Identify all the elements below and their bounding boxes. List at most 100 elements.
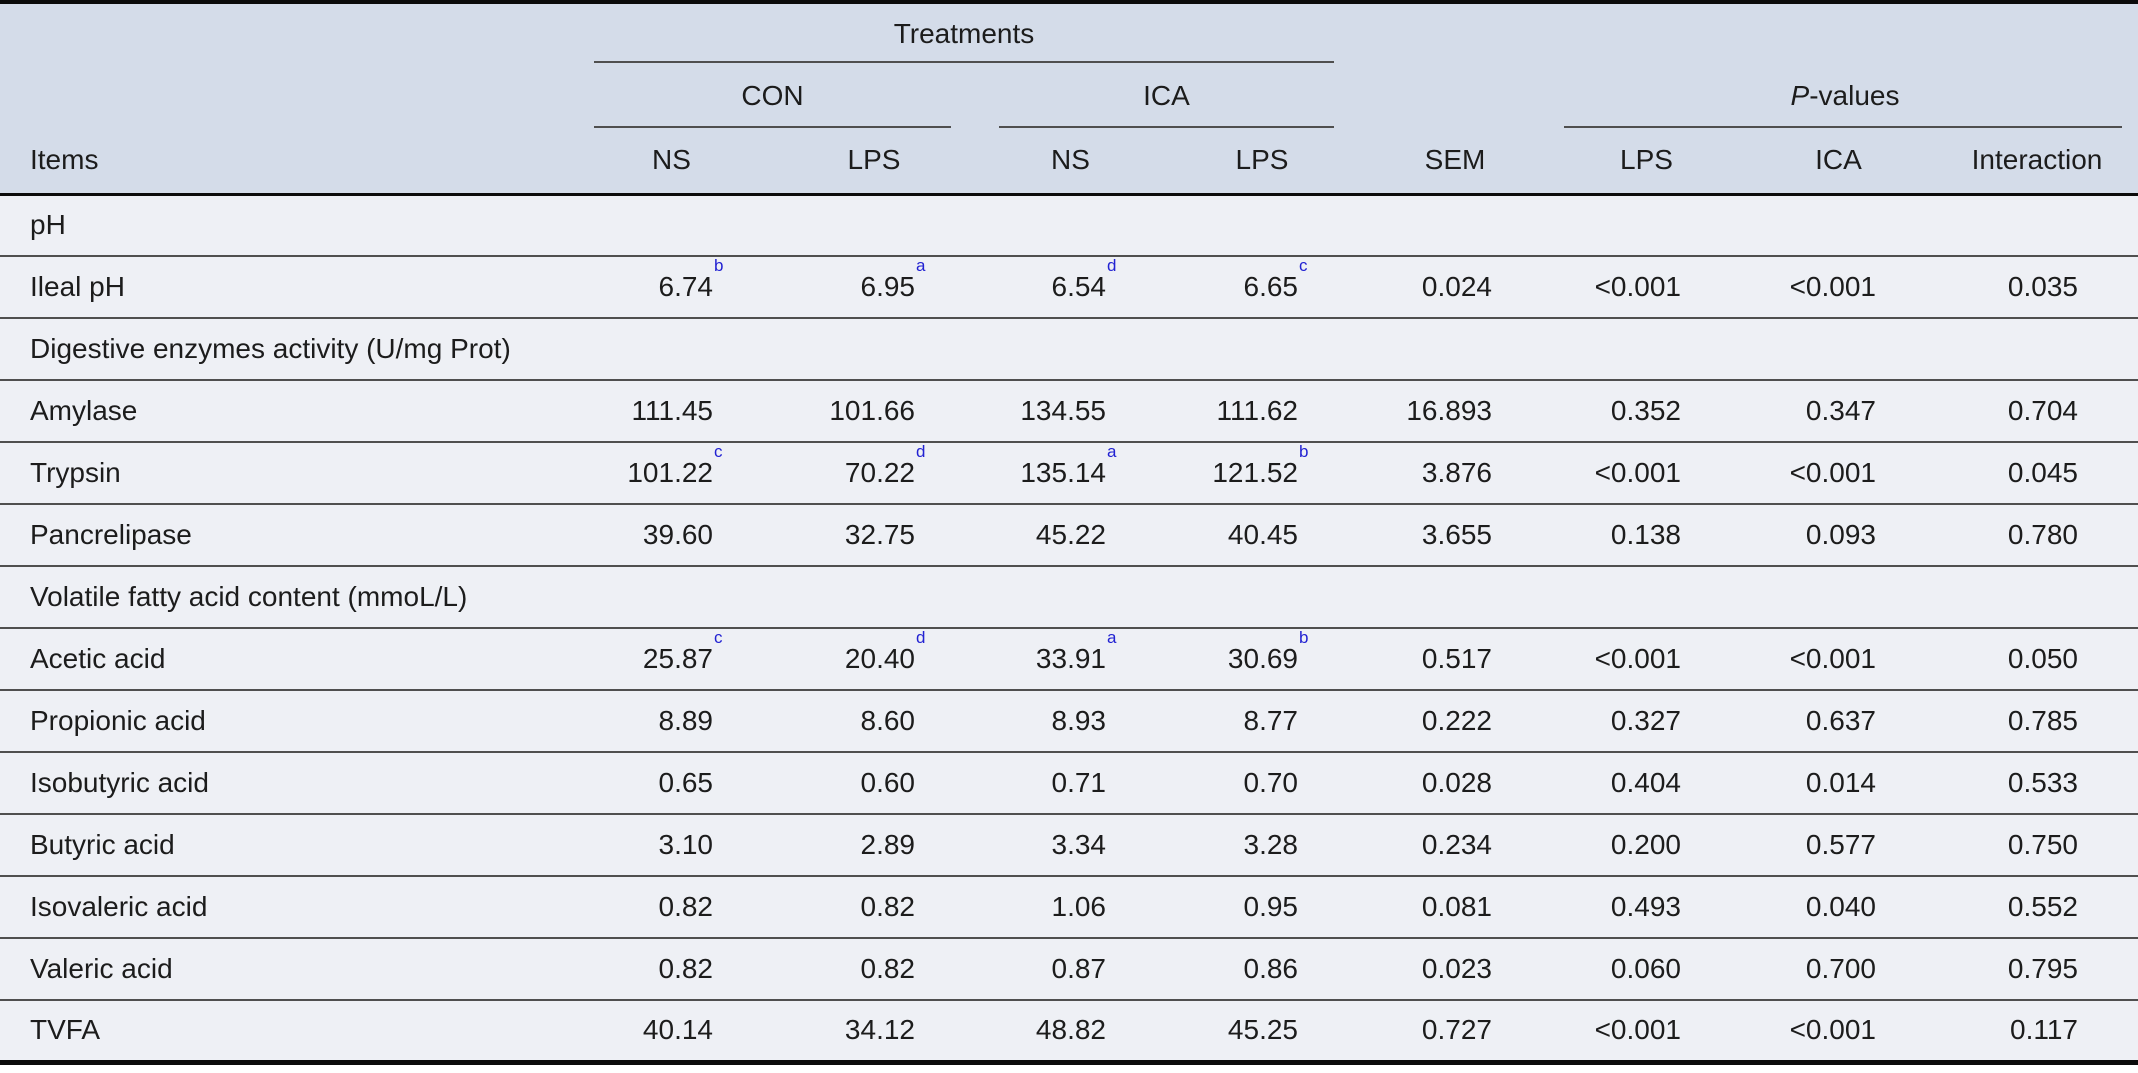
significance-superscript: b	[1299, 628, 1309, 647]
pvalues-spanner: P-values	[1552, 63, 2138, 128]
value-cell: 0.138	[1552, 503, 1741, 566]
value-cell: 6.74 b	[570, 255, 773, 318]
value-text: 0.347	[1805, 395, 1876, 426]
significance-superscript: a	[1107, 442, 1117, 461]
value-cell: 0.60	[773, 751, 975, 814]
value-cell: 0.71	[975, 751, 1166, 814]
significance-superscript: c	[714, 628, 723, 647]
significance-superscript: a	[916, 256, 926, 275]
header-row-treatments: Treatments	[0, 2, 2138, 63]
value-cell: 0.552	[1936, 875, 2138, 938]
significance-superscript: d	[916, 628, 926, 647]
value-cell: 45.25	[1166, 999, 1358, 1065]
value-text: 0.028	[1421, 767, 1492, 798]
value-cell: 0.750	[1936, 813, 2138, 876]
value-text: 0.234	[1421, 829, 1492, 860]
table-row: TVFA 40.14 34.12 48.82 45.25 0.727 <0.001 <0.00…	[0, 999, 2138, 1065]
header-spacer	[1358, 63, 1552, 128]
value-text: 8.93	[1051, 705, 1107, 736]
value-text: 0.081	[1421, 891, 1492, 922]
value-text: 8.60	[860, 705, 916, 736]
value-cell: 8.93	[975, 689, 1166, 752]
value-cell: 0.86	[1166, 937, 1358, 1000]
value-text: <0.001	[1789, 457, 1876, 488]
column-header-sem: SEM	[1358, 128, 1552, 196]
value-cell: 3.10	[570, 813, 773, 876]
value-cell: 0.704	[1936, 379, 2138, 442]
value-cell: 0.404	[1552, 751, 1741, 814]
value-cell: <0.001	[1741, 255, 1936, 318]
value-text: 111.62	[1216, 395, 1298, 426]
value-text: 101.66	[829, 395, 915, 426]
value-text: 0.035	[2007, 271, 2078, 302]
value-text: <0.001	[1594, 643, 1681, 674]
con-label: CON	[741, 79, 804, 111]
table-row: Propionic acid 8.89 8.60 8.93 8.77 0.222 0.327…	[0, 689, 2138, 752]
value-cell: 16.893	[1358, 379, 1552, 442]
value-text: 3.876	[1421, 457, 1492, 488]
value-text: 0.352	[1610, 395, 1681, 426]
value-cell: <0.001	[1552, 255, 1741, 318]
value-text: 0.552	[2007, 891, 2078, 922]
value-cell: 0.028	[1358, 751, 1552, 814]
value-text: 0.327	[1610, 705, 1681, 736]
value-cell: 70.22 d	[773, 441, 975, 504]
table-row: Pancrelipase 39.60 32.75 45.22 40.45 3.655 0.1…	[0, 503, 2138, 566]
header-spacer	[1552, 2, 2138, 63]
section-label: Volatile fatty acid content (mmoL/L)	[0, 565, 2138, 628]
table-row: Isobutyric acid 0.65 0.60 0.71 0.70 0.028 0.40…	[0, 751, 2138, 814]
table-row: Butyric acid 3.10 2.89 3.34 3.28 0.234 0.200 0.…	[0, 813, 2138, 876]
value-text: 0.637	[1805, 705, 1876, 736]
value-text: 0.404	[1610, 767, 1681, 798]
significance-superscript: b	[1299, 442, 1309, 461]
table-row: Trypsin 101.22 c 70.22 d 135.14 a 121.52 b 3.876 <…	[0, 441, 2138, 504]
value-text: 6.54 d	[1051, 256, 1117, 302]
value-text: 134.55	[1020, 395, 1106, 426]
row-label: Amylase	[0, 379, 570, 442]
value-cell: 0.82	[570, 937, 773, 1000]
value-text: 0.704	[2007, 395, 2078, 426]
column-header-p-interaction: Interaction	[1936, 128, 2138, 196]
value-cell: 0.95	[1166, 875, 1358, 938]
value-text: <0.001	[1789, 1014, 1876, 1046]
value-text: 39.60	[642, 519, 713, 550]
value-cell: 39.60	[570, 503, 773, 566]
pvalues-label-italic: P	[1790, 79, 1810, 111]
value-cell: 6.95 a	[773, 255, 975, 318]
value-cell: 0.70	[1166, 751, 1358, 814]
value-text: 0.493	[1610, 891, 1681, 922]
value-text: 25.87 c	[642, 628, 723, 674]
ica-spanner: ICA	[975, 63, 1358, 128]
column-header-lps-con: LPS	[773, 128, 975, 196]
value-text: 3.28	[1243, 829, 1299, 860]
value-cell: 0.637	[1741, 689, 1936, 752]
value-text: 30.69 b	[1227, 628, 1309, 674]
value-text: 0.014	[1805, 767, 1876, 798]
value-text: 0.700	[1805, 953, 1876, 984]
significance-superscript: a	[1107, 628, 1117, 647]
value-cell: 6.65 c	[1166, 255, 1358, 318]
value-text: 0.023	[1421, 953, 1492, 984]
treatments-label: Treatments	[893, 17, 1035, 49]
value-text: 0.82	[860, 891, 916, 922]
value-text: 0.533	[2007, 767, 2078, 798]
value-cell: 6.54 d	[975, 255, 1166, 318]
value-text: 0.093	[1805, 519, 1876, 550]
column-header-p-ica: ICA	[1741, 128, 1936, 196]
significance-superscript: b	[714, 256, 724, 275]
value-text: 0.024	[1421, 271, 1492, 302]
value-cell: 0.045	[1936, 441, 2138, 504]
value-text: 0.517	[1421, 643, 1492, 674]
value-cell: 0.795	[1936, 937, 2138, 1000]
value-text: 101.22 c	[627, 442, 723, 488]
value-cell: 33.91 a	[975, 627, 1166, 690]
row-label: Propionic acid	[0, 689, 570, 752]
header-row-groups: CON ICA P-values	[0, 63, 2138, 128]
row-label: Trypsin	[0, 441, 570, 504]
header-row-columns: Items NS LPS NS LPS SEM LPS ICA Interact…	[0, 128, 2138, 196]
value-text: 0.200	[1610, 829, 1681, 860]
value-cell: 48.82	[975, 999, 1166, 1065]
value-text: 121.52 b	[1212, 442, 1309, 488]
value-cell: 8.77	[1166, 689, 1358, 752]
value-cell: 0.023	[1358, 937, 1552, 1000]
